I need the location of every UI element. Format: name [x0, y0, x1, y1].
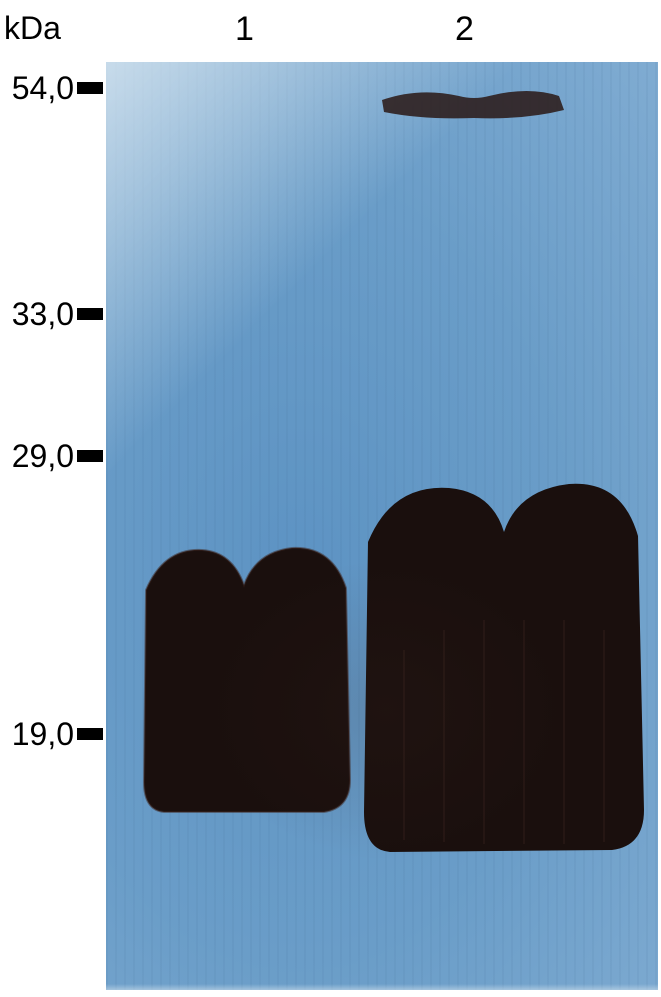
band-lane2-main	[354, 470, 654, 865]
mw-tick-29	[77, 450, 103, 462]
blot-bottom-edge	[106, 984, 658, 990]
mw-tick-33	[77, 308, 103, 320]
mw-label-54: 54,0	[2, 70, 74, 107]
lane-label-1: 1	[235, 10, 254, 49]
lane-label-2: 2	[455, 10, 474, 49]
mw-label-29: 29,0	[2, 438, 74, 475]
mw-tick-19	[77, 728, 103, 740]
band-lane2-upper	[374, 82, 574, 127]
mw-tick-54	[77, 82, 103, 94]
mw-label-19: 19,0	[2, 716, 74, 753]
band-lane1-main	[134, 530, 359, 830]
blot-membrane	[106, 62, 658, 990]
axis-unit-label: kDa	[4, 10, 61, 47]
mw-label-33: 33,0	[2, 296, 74, 333]
western-blot-figure: kDa 1 2 54,0 33,0 29,0 19,0	[0, 0, 661, 997]
